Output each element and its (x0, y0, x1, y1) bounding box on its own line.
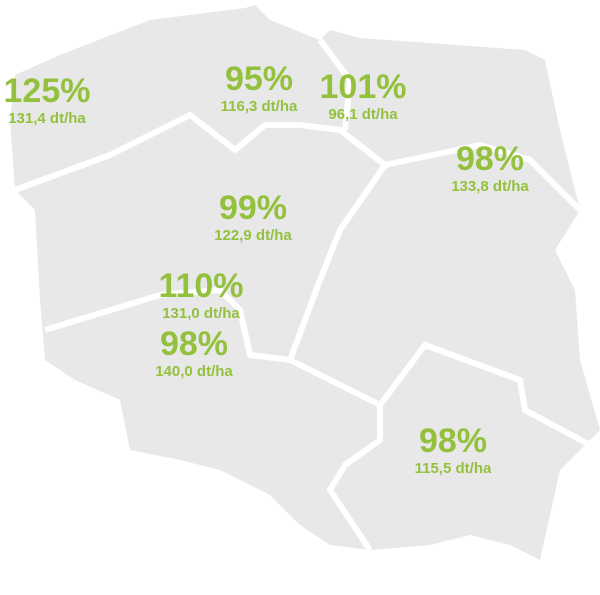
region-border (44, 163, 388, 363)
region-yield: 131,0 dt/ha (162, 305, 240, 322)
region-percent: 125% (4, 72, 91, 110)
region-percent: 101% (320, 68, 407, 106)
region-yield: 115,5 dt/ha (415, 460, 492, 477)
region-yield: 96,1 dt/ha (328, 106, 398, 123)
region-percent: 110% (158, 267, 243, 305)
region-percent: 98% (419, 422, 487, 460)
region-yield: 133,8 dt/ha (451, 178, 529, 195)
region-percent: 99% (219, 189, 287, 227)
region-yield: 131,4 dt/ha (8, 110, 86, 127)
region-yield: 140,0 dt/ha (155, 363, 233, 380)
region-percent: 98% (160, 325, 228, 363)
region-yield: 116,3 dt/ha (221, 98, 298, 115)
region-border (317, 38, 353, 131)
region-percent: 95% (225, 60, 293, 98)
country-outline (10, 5, 600, 560)
region-border (288, 357, 383, 552)
region-yield: 122,9 dt/ha (214, 227, 292, 244)
region-border (13, 112, 583, 213)
region-border (377, 342, 592, 448)
region-percent: 98% (456, 140, 524, 178)
